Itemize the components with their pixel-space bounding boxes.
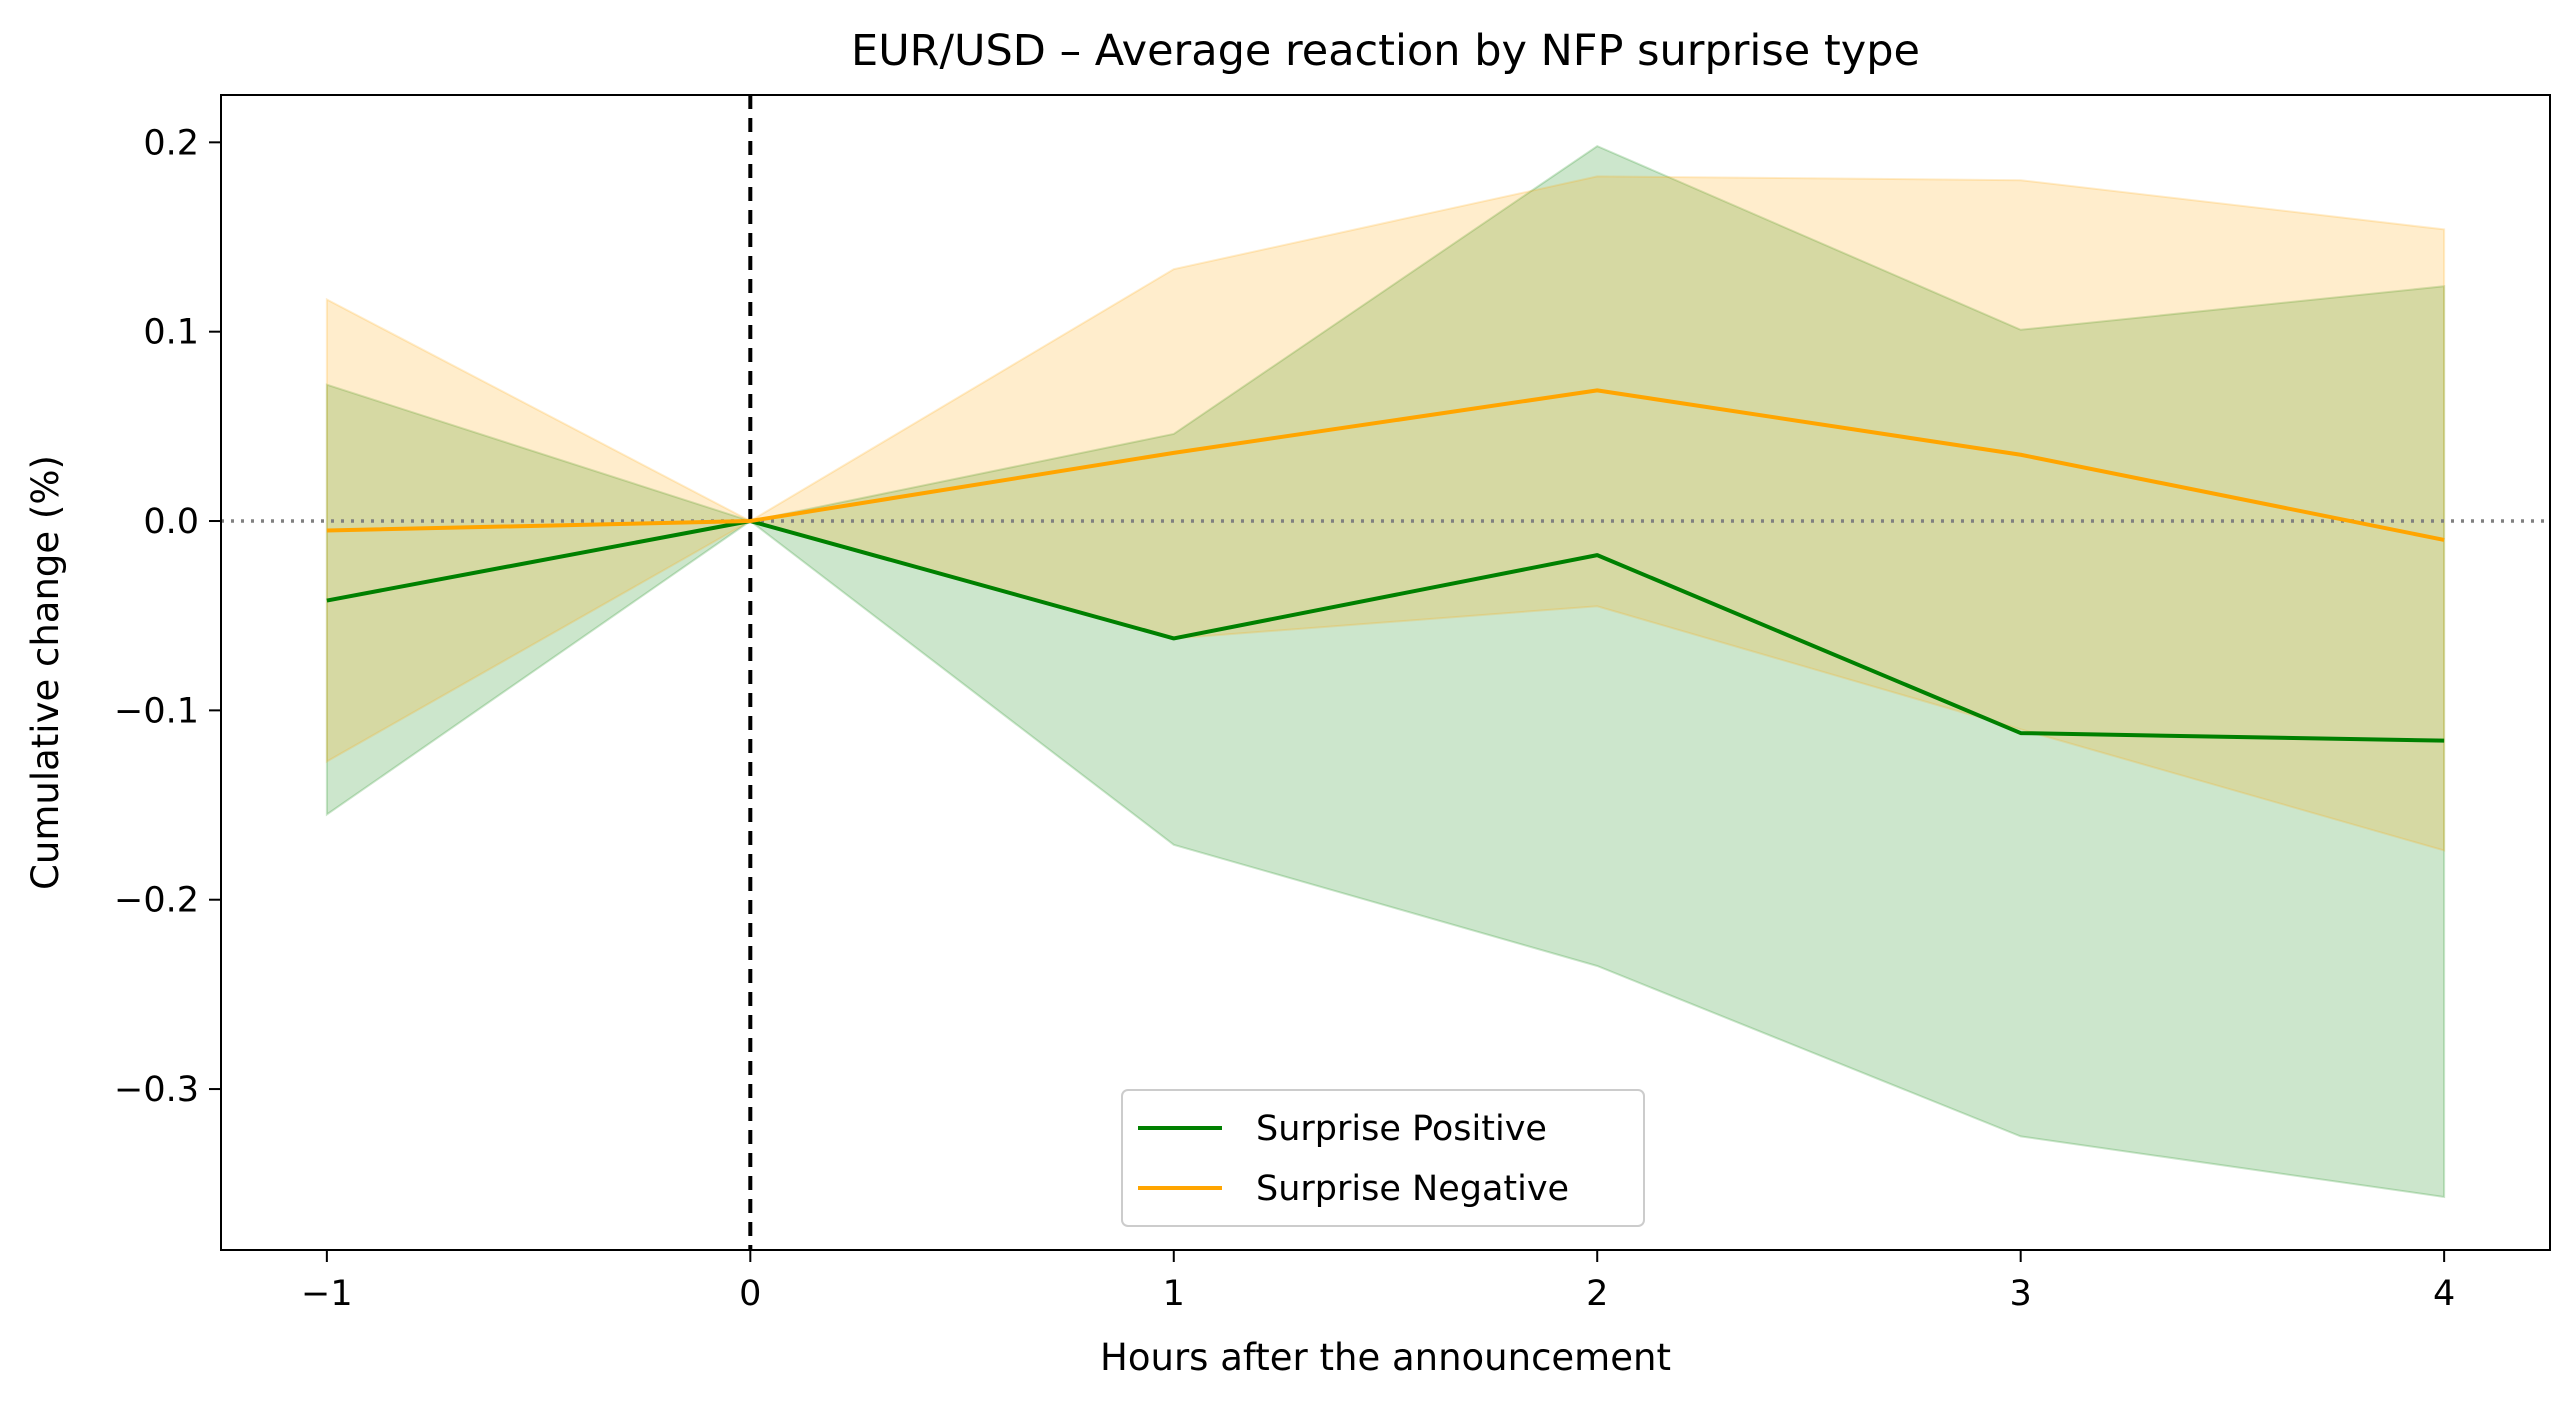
series-lines <box>326 388 2445 743</box>
legend: Surprise Positive Surprise Negative <box>1121 1089 1645 1227</box>
y-axis-label: Cumulative change (%) <box>24 455 67 890</box>
reference-lines <box>221 95 2550 1250</box>
legend-label-surprise-positive: Surprise Positive <box>1256 1109 1547 1149</box>
y-tick-label: −0.2 <box>114 881 199 921</box>
legend-label-surprise-negative: Surprise Negative <box>1256 1169 1569 1209</box>
x-tick-label: 2 <box>1586 1274 1608 1314</box>
y-tick-label: 0.2 <box>143 123 199 163</box>
plot-frame <box>220 94 2551 1251</box>
chart-title: EUR/USD – Average reaction by NFP surpri… <box>851 26 1920 76</box>
line-surprise-positive <box>326 519 2445 743</box>
y-tick-label: −0.1 <box>114 691 199 731</box>
confidence-bands <box>325 144 2446 1199</box>
x-axis-ticks: −1 0 1 2 3 4 <box>301 1250 2455 1314</box>
y-axis-ticks: −0.3 −0.2 −0.1 0.0 0.1 0.2 <box>114 123 221 1110</box>
y-tick-label: 0.1 <box>143 313 199 353</box>
x-axis-label: Hours after the announcement <box>1100 1336 1671 1379</box>
legend-box <box>1121 1089 1645 1227</box>
x-tick-label: 4 <box>2433 1274 2455 1314</box>
x-tick-label: 3 <box>2010 1274 2032 1314</box>
line-surprise-negative <box>326 388 2445 542</box>
x-tick-label: 0 <box>739 1274 761 1314</box>
y-tick-label: −0.3 <box>114 1070 199 1110</box>
y-tick-label: 0.0 <box>143 502 199 542</box>
x-tick-label: 1 <box>1163 1274 1185 1314</box>
x-tick-label: −1 <box>301 1274 353 1314</box>
